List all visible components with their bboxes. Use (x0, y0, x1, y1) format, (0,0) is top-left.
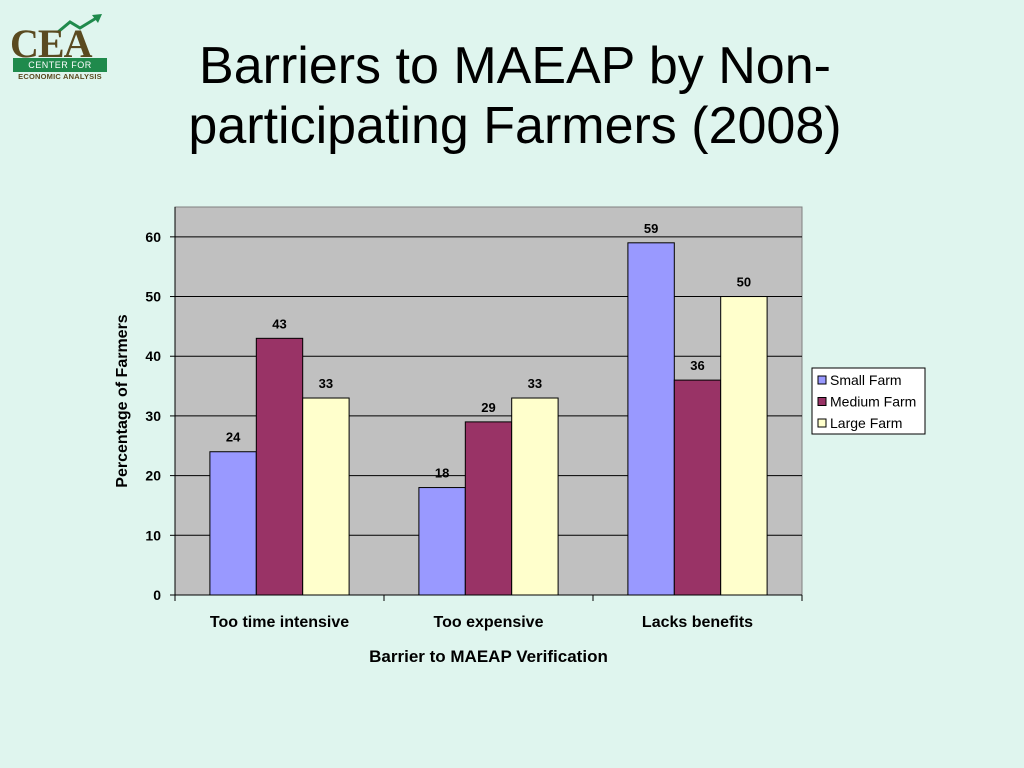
bar (209, 451, 257, 596)
y-tick-label: 30 (145, 408, 161, 424)
bar (627, 242, 675, 596)
x-tick-label: Lacks benefits (642, 614, 753, 631)
legend-label: Medium Farm (830, 394, 916, 410)
y-tick-label: 20 (145, 468, 161, 484)
logo-word: CEA (10, 21, 92, 66)
y-tick-label: 10 (145, 527, 161, 543)
logo-subtitle: ECONOMIC ANALYSIS (18, 72, 102, 81)
bar (302, 397, 350, 596)
slide-title: Barriers to MAEAP by Non- participating … (130, 36, 900, 156)
data-label: 59 (644, 221, 658, 236)
bar (511, 397, 559, 596)
cea-logo: CEA CENTER FOR ECONOMIC ANALYSIS (10, 14, 110, 86)
y-tick-label: 0 (153, 587, 161, 603)
legend-swatch (817, 418, 827, 428)
trend-arrow-icon (57, 14, 102, 34)
bar (673, 379, 722, 596)
logo-band: CENTER FOR (13, 58, 107, 72)
data-label: 18 (435, 466, 449, 481)
x-tick-label: Too time intensive (210, 614, 349, 631)
bar (464, 421, 513, 596)
data-label: 33 (528, 376, 542, 391)
y-axis-title: Percentage of Farmers (114, 314, 131, 488)
y-tick-label: 60 (145, 229, 161, 245)
bar (255, 337, 304, 596)
data-label: 36 (690, 358, 704, 373)
data-label: 50 (737, 275, 751, 290)
y-tick-label: 40 (145, 348, 161, 364)
y-tick-label: 50 (145, 289, 161, 305)
legend: Small Farm Medium Farm Large Farm (811, 367, 926, 435)
data-labels: 24 43 33 18 29 33 59 36 50 (226, 221, 751, 481)
axes: 0 10 20 30 40 50 60 Too time intensive Too expen… (145, 207, 803, 631)
slide-title-line-2: participating Farmers (2008) (188, 97, 842, 155)
x-axis-title: Barrier to MAEAP Verification (369, 647, 608, 666)
slide-title-line-1: Barriers to MAEAP by Non- (199, 37, 831, 95)
legend-label: Small Farm (830, 372, 902, 388)
bar (418, 487, 466, 596)
legend-swatch (817, 397, 827, 406)
legend-swatch (817, 375, 827, 385)
data-label: 43 (272, 316, 286, 331)
legend-box (811, 367, 926, 435)
data-label: 29 (481, 400, 495, 415)
bar (720, 296, 768, 596)
data-label: 24 (226, 430, 241, 445)
data-label: 33 (319, 376, 333, 391)
x-tick-label: Too expensive (434, 614, 544, 631)
legend-label: Large Farm (830, 415, 902, 431)
bars (209, 242, 768, 596)
